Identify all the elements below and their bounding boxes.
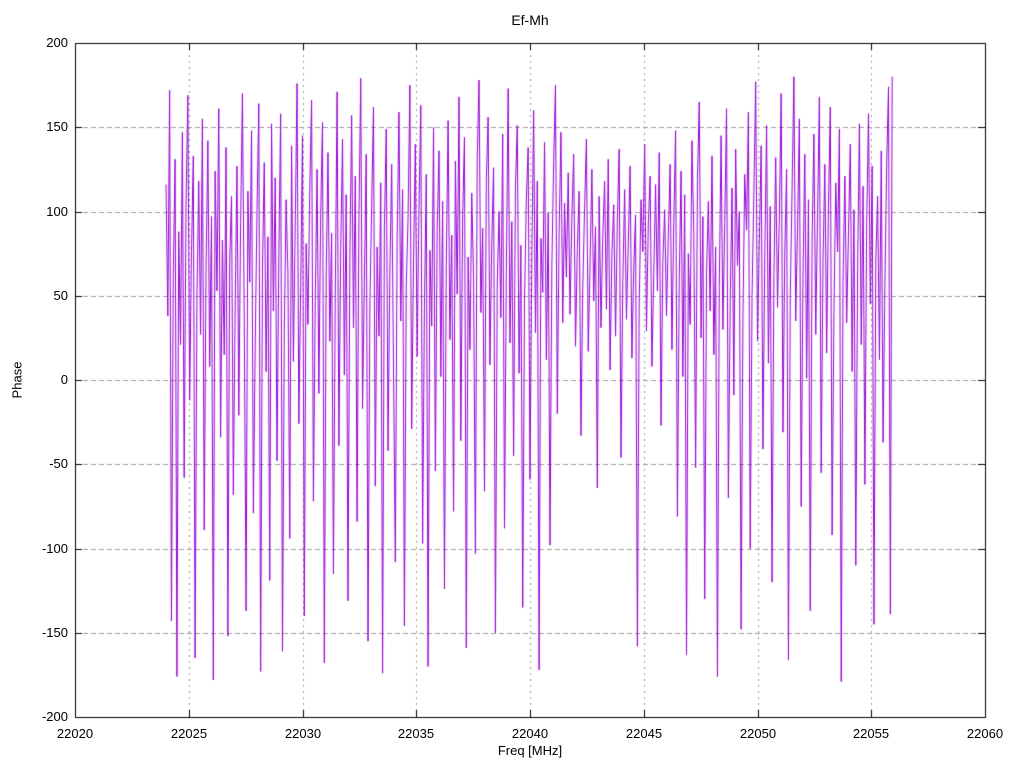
x-tick-label: 22050 bbox=[739, 726, 777, 741]
x-tick-label: 22030 bbox=[284, 726, 322, 741]
x-tick-label: 22020 bbox=[56, 726, 94, 741]
y-tick-label: -200 bbox=[41, 709, 68, 724]
x-tick-label: 22045 bbox=[625, 726, 663, 741]
y-tick-label: 200 bbox=[46, 35, 68, 50]
x-tick-label: 22055 bbox=[852, 726, 890, 741]
y-tick-label: -150 bbox=[41, 625, 68, 640]
x-tick-label: 22040 bbox=[511, 726, 549, 741]
chart-title: Ef-Mh bbox=[511, 12, 549, 28]
x-tick-label: 22060 bbox=[966, 726, 1004, 741]
y-tick-label: 100 bbox=[46, 204, 68, 219]
y-tick-label: -100 bbox=[41, 541, 68, 556]
x-tick-label: 22035 bbox=[397, 726, 435, 741]
x-axis-label: Freq [MHz] bbox=[497, 743, 563, 758]
y-tick-label: 0 bbox=[60, 372, 68, 387]
y-tick-label: 150 bbox=[46, 119, 68, 134]
x-tick-label: 22025 bbox=[170, 726, 208, 741]
y-tick-label: -50 bbox=[49, 456, 68, 471]
y-tick-label: 50 bbox=[53, 288, 68, 303]
